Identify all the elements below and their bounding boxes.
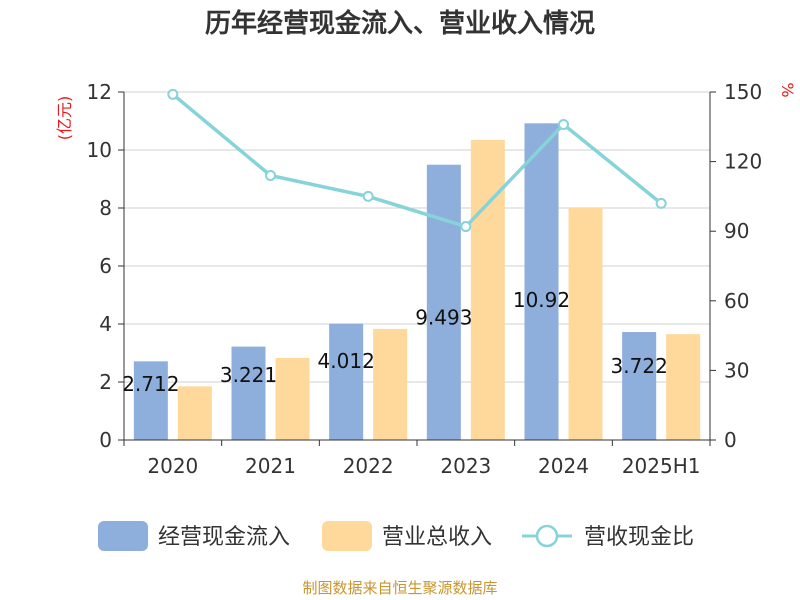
ratio-line: [167, 88, 667, 233]
bars: [133, 123, 701, 440]
legend-label: 营业总收入: [382, 525, 492, 550]
y-right-tick-label: 30: [724, 358, 749, 382]
revenue-bar: [568, 208, 603, 440]
cash-inflow-bar: [622, 332, 657, 440]
revenue-bar: [666, 334, 701, 440]
y-left-tick-label: 4: [99, 312, 112, 336]
revenue-bar: [177, 386, 212, 440]
revenue-bar: [275, 357, 310, 440]
cash-inflow-data-label: 3.722: [611, 354, 668, 378]
ratio-point: [655, 197, 667, 209]
legend-label: 经营现金流入: [158, 525, 290, 550]
cash-inflow-bar: [426, 164, 461, 440]
x-tick-label: 2022: [343, 454, 394, 478]
source-note: 制图数据来自恒生聚源数据库: [302, 579, 497, 597]
x-tick-label: 2021: [245, 454, 296, 478]
y-right-unit-label: %: [778, 82, 797, 97]
x-tick-label: 2025H1: [622, 454, 701, 478]
x-tick-label: 2023: [440, 454, 491, 478]
y-left-unit-label: (亿元): [55, 96, 74, 141]
ratio-point: [460, 221, 472, 233]
cash-inflow-data-label: 9.493: [415, 305, 472, 329]
cash-inflow-bar: [231, 346, 266, 440]
cash-inflow-data-label: 10.92: [513, 288, 570, 312]
cash-inflow-bar: [524, 123, 559, 440]
cash-inflow-data-label: 3.221: [220, 363, 277, 387]
ratio-point: [362, 190, 374, 202]
cash-inflow-bar: [329, 323, 364, 440]
y-left-tick-label: 2: [99, 370, 112, 394]
legend-line-marker: [535, 524, 559, 548]
y-right-tick-label: 60: [724, 289, 749, 313]
cash-inflow-data-label: 4.012: [318, 349, 375, 373]
y-left-tick-label: 8: [99, 196, 112, 220]
y-left-tick-label: 6: [99, 254, 112, 278]
legend-label: 营收现金比: [584, 525, 694, 550]
cash-inflow-bar: [133, 361, 168, 440]
y-left-tick-label: 0: [99, 428, 112, 452]
revenue-bar: [373, 328, 408, 440]
x-tick-label: 2024: [538, 454, 589, 478]
y-right-tick-label: 120: [724, 150, 762, 174]
y-right-tick-label: 0: [724, 428, 737, 452]
y-left-tick-label: 12: [87, 80, 112, 104]
grid-lines: [124, 91, 710, 383]
revenue-bar: [470, 139, 505, 440]
y-right-tick-label: 150: [724, 80, 762, 104]
ratio-point: [558, 118, 569, 130]
y-right-tick-label: 90: [724, 219, 749, 243]
ratio-point: [265, 170, 276, 182]
legend-swatch: [98, 521, 148, 551]
data-labels: 2.712 3.221 4.012 9.493 10.92 3.722: [122, 288, 668, 396]
x-tick-label: 2020: [147, 454, 198, 478]
legend-swatch: [322, 521, 372, 551]
ratio-point: [167, 88, 179, 100]
y-left-tick-label: 10: [87, 138, 112, 162]
ratio-line-path: [171, 92, 663, 229]
legend: 经营现金流入 营业总收入 营收现金比: [98, 521, 694, 551]
chart-title: 历年经营现金流入、营业收入情况: [205, 8, 595, 39]
cash-inflow-data-label: 2.712: [122, 372, 179, 396]
